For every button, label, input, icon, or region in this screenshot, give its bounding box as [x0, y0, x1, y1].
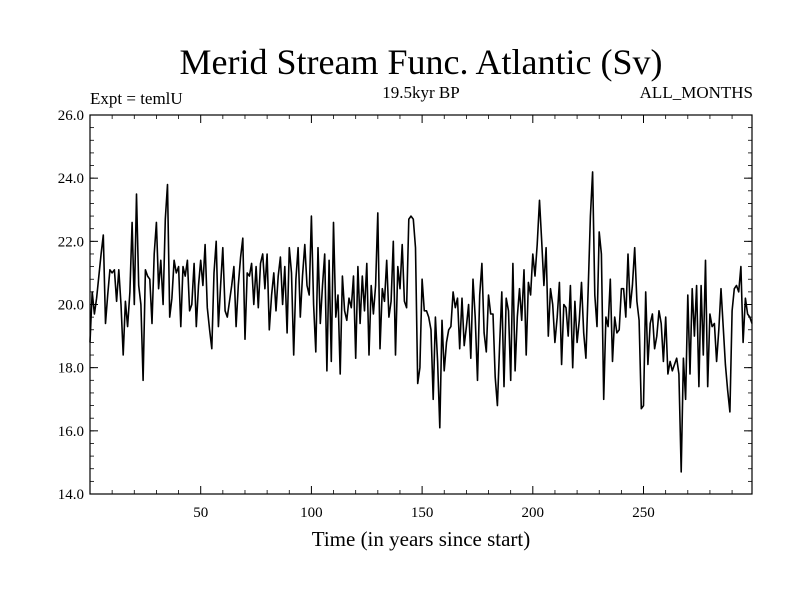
y-tick-label: 14.0: [58, 487, 84, 503]
x-tick-label: 150: [411, 505, 434, 521]
series-line: [89, 171, 753, 473]
y-tick-label: 24.0: [58, 171, 84, 187]
subtitle-left: Expt = temlU: [90, 89, 183, 108]
x-tick-label: 250: [632, 505, 655, 521]
subtitle-center: 19.5kyr BP: [382, 83, 459, 102]
x-ticks: 50 100 150 200 250: [111, 115, 733, 521]
subtitle-right: ALL_MONTHS: [640, 83, 753, 102]
x-axis-label: Time (in years since start): [312, 527, 531, 551]
y-ticks: 14.0 16.0 18.0 20.0 22.0 24.0 26.0: [58, 108, 752, 503]
y-tick-label: 22.0: [58, 234, 84, 250]
x-tick-label: 100: [300, 505, 323, 521]
x-tick-label: 50: [193, 505, 208, 521]
chart-title: Merid Stream Func. Atlantic (Sv): [180, 42, 663, 82]
plot-frame: [89, 114, 753, 495]
x-tick-label: 200: [522, 505, 545, 521]
y-tick-label: 16.0: [58, 424, 84, 440]
y-tick-label: 20.0: [58, 298, 84, 314]
y-tick-label: 18.0: [58, 361, 84, 377]
y-tick-label: 26.0: [58, 108, 84, 124]
